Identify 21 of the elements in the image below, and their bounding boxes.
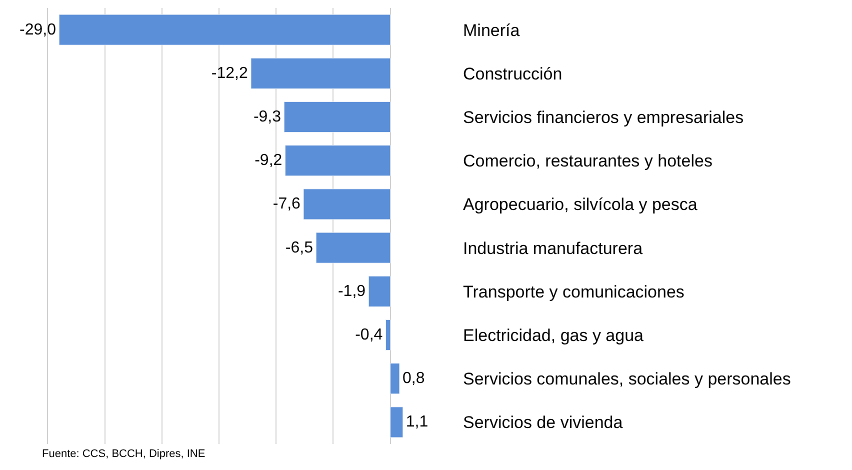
data-label: 0,8 — [402, 370, 425, 388]
data-label: -12,2 — [211, 64, 248, 82]
data-label: -0,4 — [355, 326, 383, 344]
data-label: 1,1 — [406, 414, 428, 431]
y-tick-label: Construcción — [463, 64, 562, 84]
y-tick-label: Agropecuario, silvícola y pesca — [463, 195, 698, 214]
source-note: Fuente: CCS, BCCH, Dipres, INE — [42, 448, 206, 460]
data-label: -9,3 — [253, 108, 282, 126]
data-label: -9,2 — [254, 152, 282, 170]
y-tick-label: Industria manufacturera — [463, 238, 644, 258]
y-tick-label: Transporte y comunicaciones — [463, 282, 684, 302]
y-tick-label: Comercio, restaurantes y hoteles — [463, 152, 712, 171]
y-tick-label: Servicios comunales, sociales y personales — [463, 370, 791, 389]
y-tick-label: Electricidad, gas y agua — [463, 326, 644, 345]
y-tick-label: Minería — [463, 20, 520, 40]
y-tick-label: Servicios de vivienda — [463, 413, 624, 432]
y-tick-label: Servicios financieros y empresariales — [463, 108, 744, 127]
data-label: -29,0 — [20, 21, 56, 38]
data-label: -1,9 — [338, 282, 366, 300]
data-label: -6,5 — [285, 239, 314, 256]
data-label: -7,6 — [272, 196, 301, 213]
